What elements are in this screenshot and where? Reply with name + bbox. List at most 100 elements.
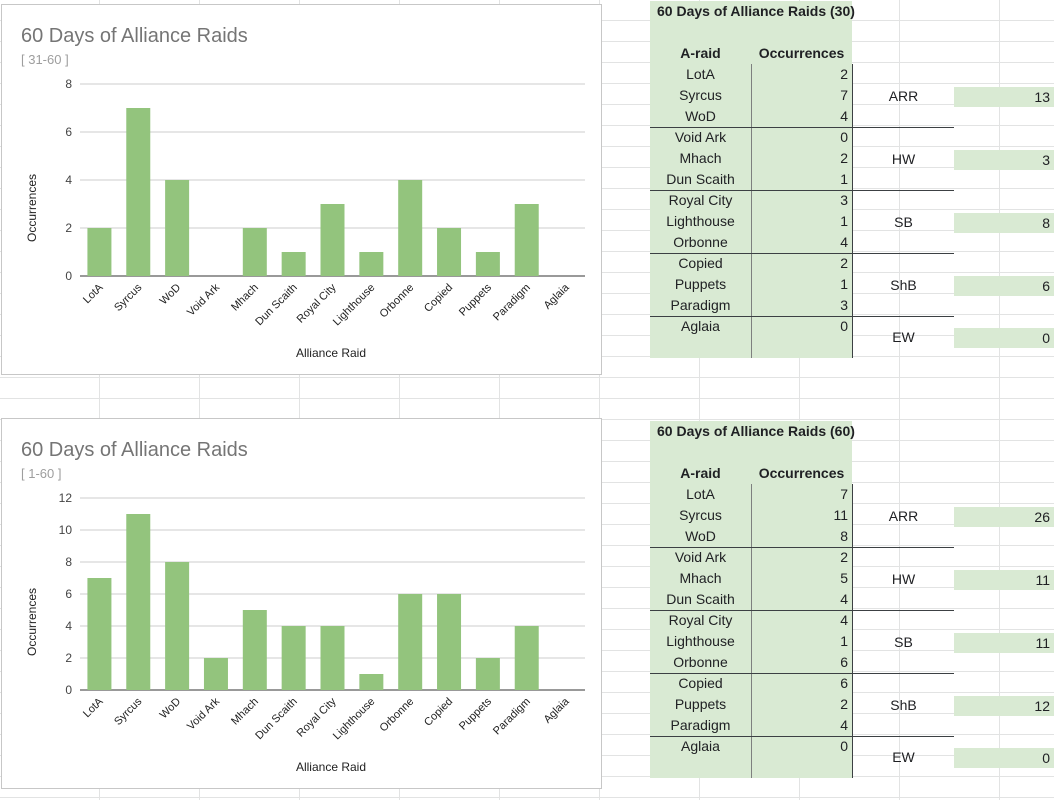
bar-dun-scaith[interactable] — [281, 252, 306, 276]
occurrences-cell[interactable]: 6 — [751, 673, 852, 694]
bar-puppets[interactable] — [475, 252, 500, 276]
raid-name-cell[interactable]: Syrcus — [650, 505, 751, 526]
raid-name-cell[interactable]: Mhach — [650, 568, 751, 589]
raid-name-cell[interactable]: Royal City — [650, 190, 751, 211]
occurrences-cell[interactable]: 8 — [751, 526, 852, 547]
bar-syrcus[interactable] — [126, 514, 151, 690]
bar-lighthouse[interactable] — [359, 674, 384, 690]
expansion-total[interactable]: 11 — [954, 632, 1054, 653]
bar-wod[interactable] — [165, 180, 190, 276]
raid-name-cell[interactable]: Copied — [650, 673, 751, 694]
bar-copied[interactable] — [437, 594, 462, 690]
occurrences-cell[interactable]: 4 — [751, 106, 852, 127]
raid-name-cell[interactable]: LotA — [650, 64, 751, 85]
table-title[interactable]: 60 Days of Alliance Raids (30) — [650, 1, 855, 22]
expansion-label[interactable]: ShB — [890, 276, 917, 293]
occurrences-cell[interactable]: 2 — [751, 64, 852, 85]
occurrences-cell[interactable]: 2 — [751, 148, 852, 169]
occurrences-cell[interactable]: 3 — [751, 190, 852, 211]
column-header-a-raid[interactable]: A-raid — [650, 463, 751, 484]
chart-card-1-60[interactable]: 60 Days of Alliance Raids [ 1-60 ] Occur… — [1, 418, 602, 789]
bar-mhach[interactable] — [242, 610, 267, 690]
raid-name-cell[interactable]: Void Ark — [650, 547, 751, 568]
expansion-total[interactable]: 12 — [954, 695, 1054, 716]
occurrences-cell[interactable]: 4 — [751, 715, 852, 736]
column-header-occurrences[interactable]: Occurrences — [751, 463, 852, 484]
occurrences-cell[interactable]: 1 — [751, 631, 852, 652]
expansion-total[interactable]: 26 — [954, 506, 1054, 527]
column-header-occurrences[interactable]: Occurrences — [751, 43, 852, 64]
raid-name-cell[interactable]: Puppets — [650, 274, 751, 295]
occurrences-cell[interactable]: 1 — [751, 169, 852, 190]
bar-lota[interactable] — [87, 578, 112, 690]
raid-name-cell[interactable]: Orbonne — [650, 652, 751, 673]
occurrences-cell[interactable]: 4 — [751, 232, 852, 253]
bar-void-ark[interactable] — [203, 658, 228, 690]
bar-copied[interactable] — [437, 228, 462, 276]
raid-name-cell[interactable]: Royal City — [650, 610, 751, 631]
occurrences-cell[interactable]: 4 — [751, 610, 852, 631]
bar-puppets[interactable] — [475, 658, 500, 690]
expansion-label[interactable]: EW — [892, 329, 915, 345]
raid-name-cell[interactable]: WoD — [650, 526, 751, 547]
bar-orbonne[interactable] — [398, 594, 423, 690]
raid-name-cell[interactable]: Mhach — [650, 148, 751, 169]
expansion-label[interactable]: ARR — [888, 87, 919, 104]
raid-name-cell[interactable]: Orbonne — [650, 232, 751, 253]
raid-name-cell[interactable]: WoD — [650, 106, 751, 127]
expansion-total[interactable]: 0 — [954, 328, 1054, 348]
raid-name-cell[interactable] — [650, 337, 751, 358]
occurrences-cell[interactable]: 3 — [751, 295, 852, 316]
expansion-label[interactable]: EW — [892, 749, 915, 765]
bar-royal-city[interactable] — [320, 204, 345, 276]
occurrences-cell[interactable]: 0 — [751, 736, 852, 757]
occurrences-cell[interactable]: 7 — [751, 484, 852, 505]
bar-royal-city[interactable] — [320, 626, 345, 690]
occurrences-cell[interactable] — [751, 337, 852, 358]
occurrences-cell[interactable]: 0 — [751, 316, 852, 337]
raid-name-cell[interactable]: Paradigm — [650, 715, 751, 736]
raid-name-cell[interactable]: Lighthouse — [650, 211, 751, 232]
raid-name-cell[interactable]: Aglaia — [650, 316, 751, 337]
expansion-label[interactable]: HW — [891, 150, 916, 167]
occurrences-cell[interactable]: 2 — [751, 694, 852, 715]
bar-orbonne[interactable] — [398, 180, 423, 276]
occurrences-cell[interactable]: 2 — [751, 253, 852, 274]
occurrences-cell[interactable]: 6 — [751, 652, 852, 673]
occurrences-cell[interactable]: 5 — [751, 568, 852, 589]
bar-mhach[interactable] — [242, 228, 267, 276]
expansion-total[interactable]: 0 — [954, 748, 1054, 768]
bar-lighthouse[interactable] — [359, 252, 384, 276]
raid-name-cell[interactable] — [650, 757, 751, 778]
bar-dun-scaith[interactable] — [281, 626, 306, 690]
raid-name-cell[interactable]: Dun Scaith — [650, 589, 751, 610]
occurrences-cell[interactable]: 1 — [751, 211, 852, 232]
occurrences-cell[interactable] — [751, 757, 852, 778]
occurrences-cell[interactable]: 7 — [751, 85, 852, 106]
raid-name-cell[interactable]: Void Ark — [650, 127, 751, 148]
expansion-total[interactable]: 3 — [954, 149, 1054, 170]
bar-paradigm[interactable] — [514, 204, 539, 276]
expansion-label[interactable]: SB — [894, 213, 913, 230]
chart-card-31-60[interactable]: 60 Days of Alliance Raids [ 31-60 ] Occu… — [1, 4, 602, 375]
raid-name-cell[interactable]: Aglaia — [650, 736, 751, 757]
bar-wod[interactable] — [165, 562, 190, 690]
expansion-label[interactable]: ShB — [890, 696, 917, 713]
bar-lota[interactable] — [87, 228, 112, 276]
raid-name-cell[interactable]: Copied — [650, 253, 751, 274]
bar-paradigm[interactable] — [514, 626, 539, 690]
expansion-total[interactable]: 6 — [954, 275, 1054, 296]
raid-name-cell[interactable]: Puppets — [650, 694, 751, 715]
raid-name-cell[interactable]: Paradigm — [650, 295, 751, 316]
raid-name-cell[interactable]: Dun Scaith — [650, 169, 751, 190]
expansion-total[interactable]: 8 — [954, 212, 1054, 233]
occurrences-cell[interactable]: 11 — [751, 505, 852, 526]
raid-name-cell[interactable]: Lighthouse — [650, 631, 751, 652]
expansion-label[interactable]: ARR — [888, 507, 919, 524]
occurrences-cell[interactable]: 4 — [751, 589, 852, 610]
column-header-a-raid[interactable]: A-raid — [650, 43, 751, 64]
expansion-total[interactable]: 13 — [954, 86, 1054, 107]
expansion-label[interactable]: SB — [894, 633, 913, 650]
table-title[interactable]: 60 Days of Alliance Raids (60) — [650, 421, 855, 442]
raid-name-cell[interactable]: Syrcus — [650, 85, 751, 106]
